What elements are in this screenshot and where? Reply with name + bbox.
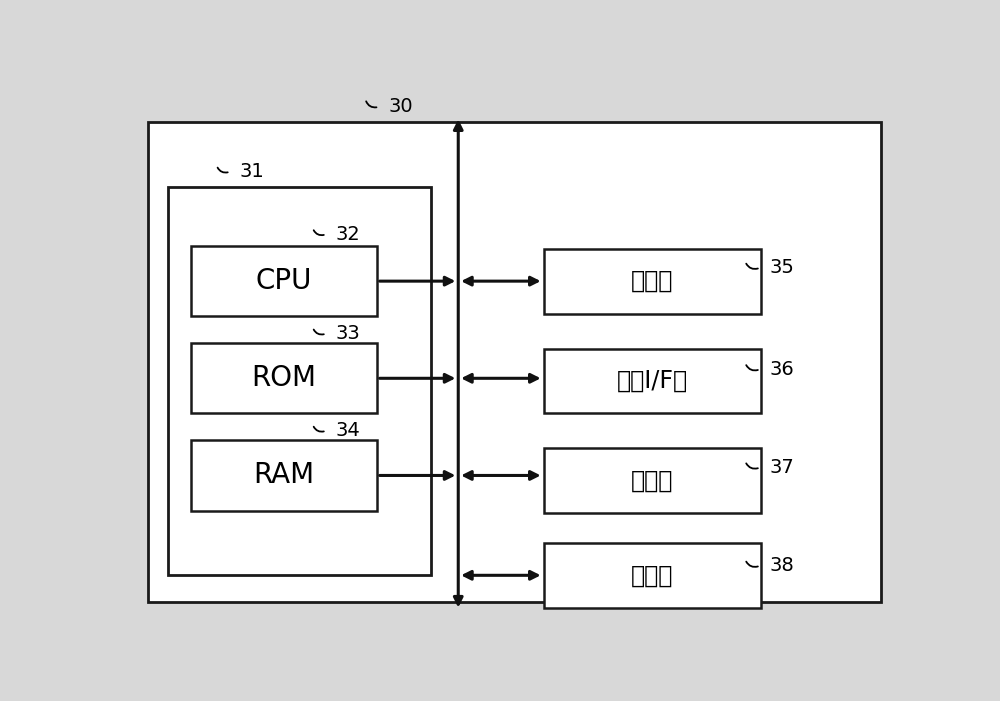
Text: 31: 31 (240, 162, 264, 181)
Bar (544, 249, 761, 313)
Text: RAM: RAM (253, 461, 314, 489)
Bar (168, 186, 431, 576)
Text: CPU: CPU (256, 267, 312, 295)
Text: 30: 30 (388, 97, 413, 116)
Bar (544, 543, 761, 608)
Bar (191, 246, 377, 316)
Text: 36: 36 (770, 360, 795, 379)
Text: ROM: ROM (251, 365, 316, 393)
Text: 35: 35 (770, 258, 795, 277)
Text: 显示部: 显示部 (631, 469, 673, 493)
Text: 38: 38 (770, 556, 795, 575)
Text: 网绎I/F部: 网绎I/F部 (616, 369, 688, 393)
Text: 34: 34 (336, 421, 361, 440)
Bar (191, 440, 377, 510)
Text: 操作部: 操作部 (631, 564, 673, 587)
Bar (191, 343, 377, 414)
Bar (544, 348, 761, 414)
Text: 存储部: 存储部 (631, 269, 673, 293)
Bar (544, 449, 761, 513)
Text: 37: 37 (770, 458, 795, 477)
Bar (148, 122, 881, 602)
Text: 32: 32 (336, 225, 361, 244)
Text: 33: 33 (336, 324, 361, 343)
